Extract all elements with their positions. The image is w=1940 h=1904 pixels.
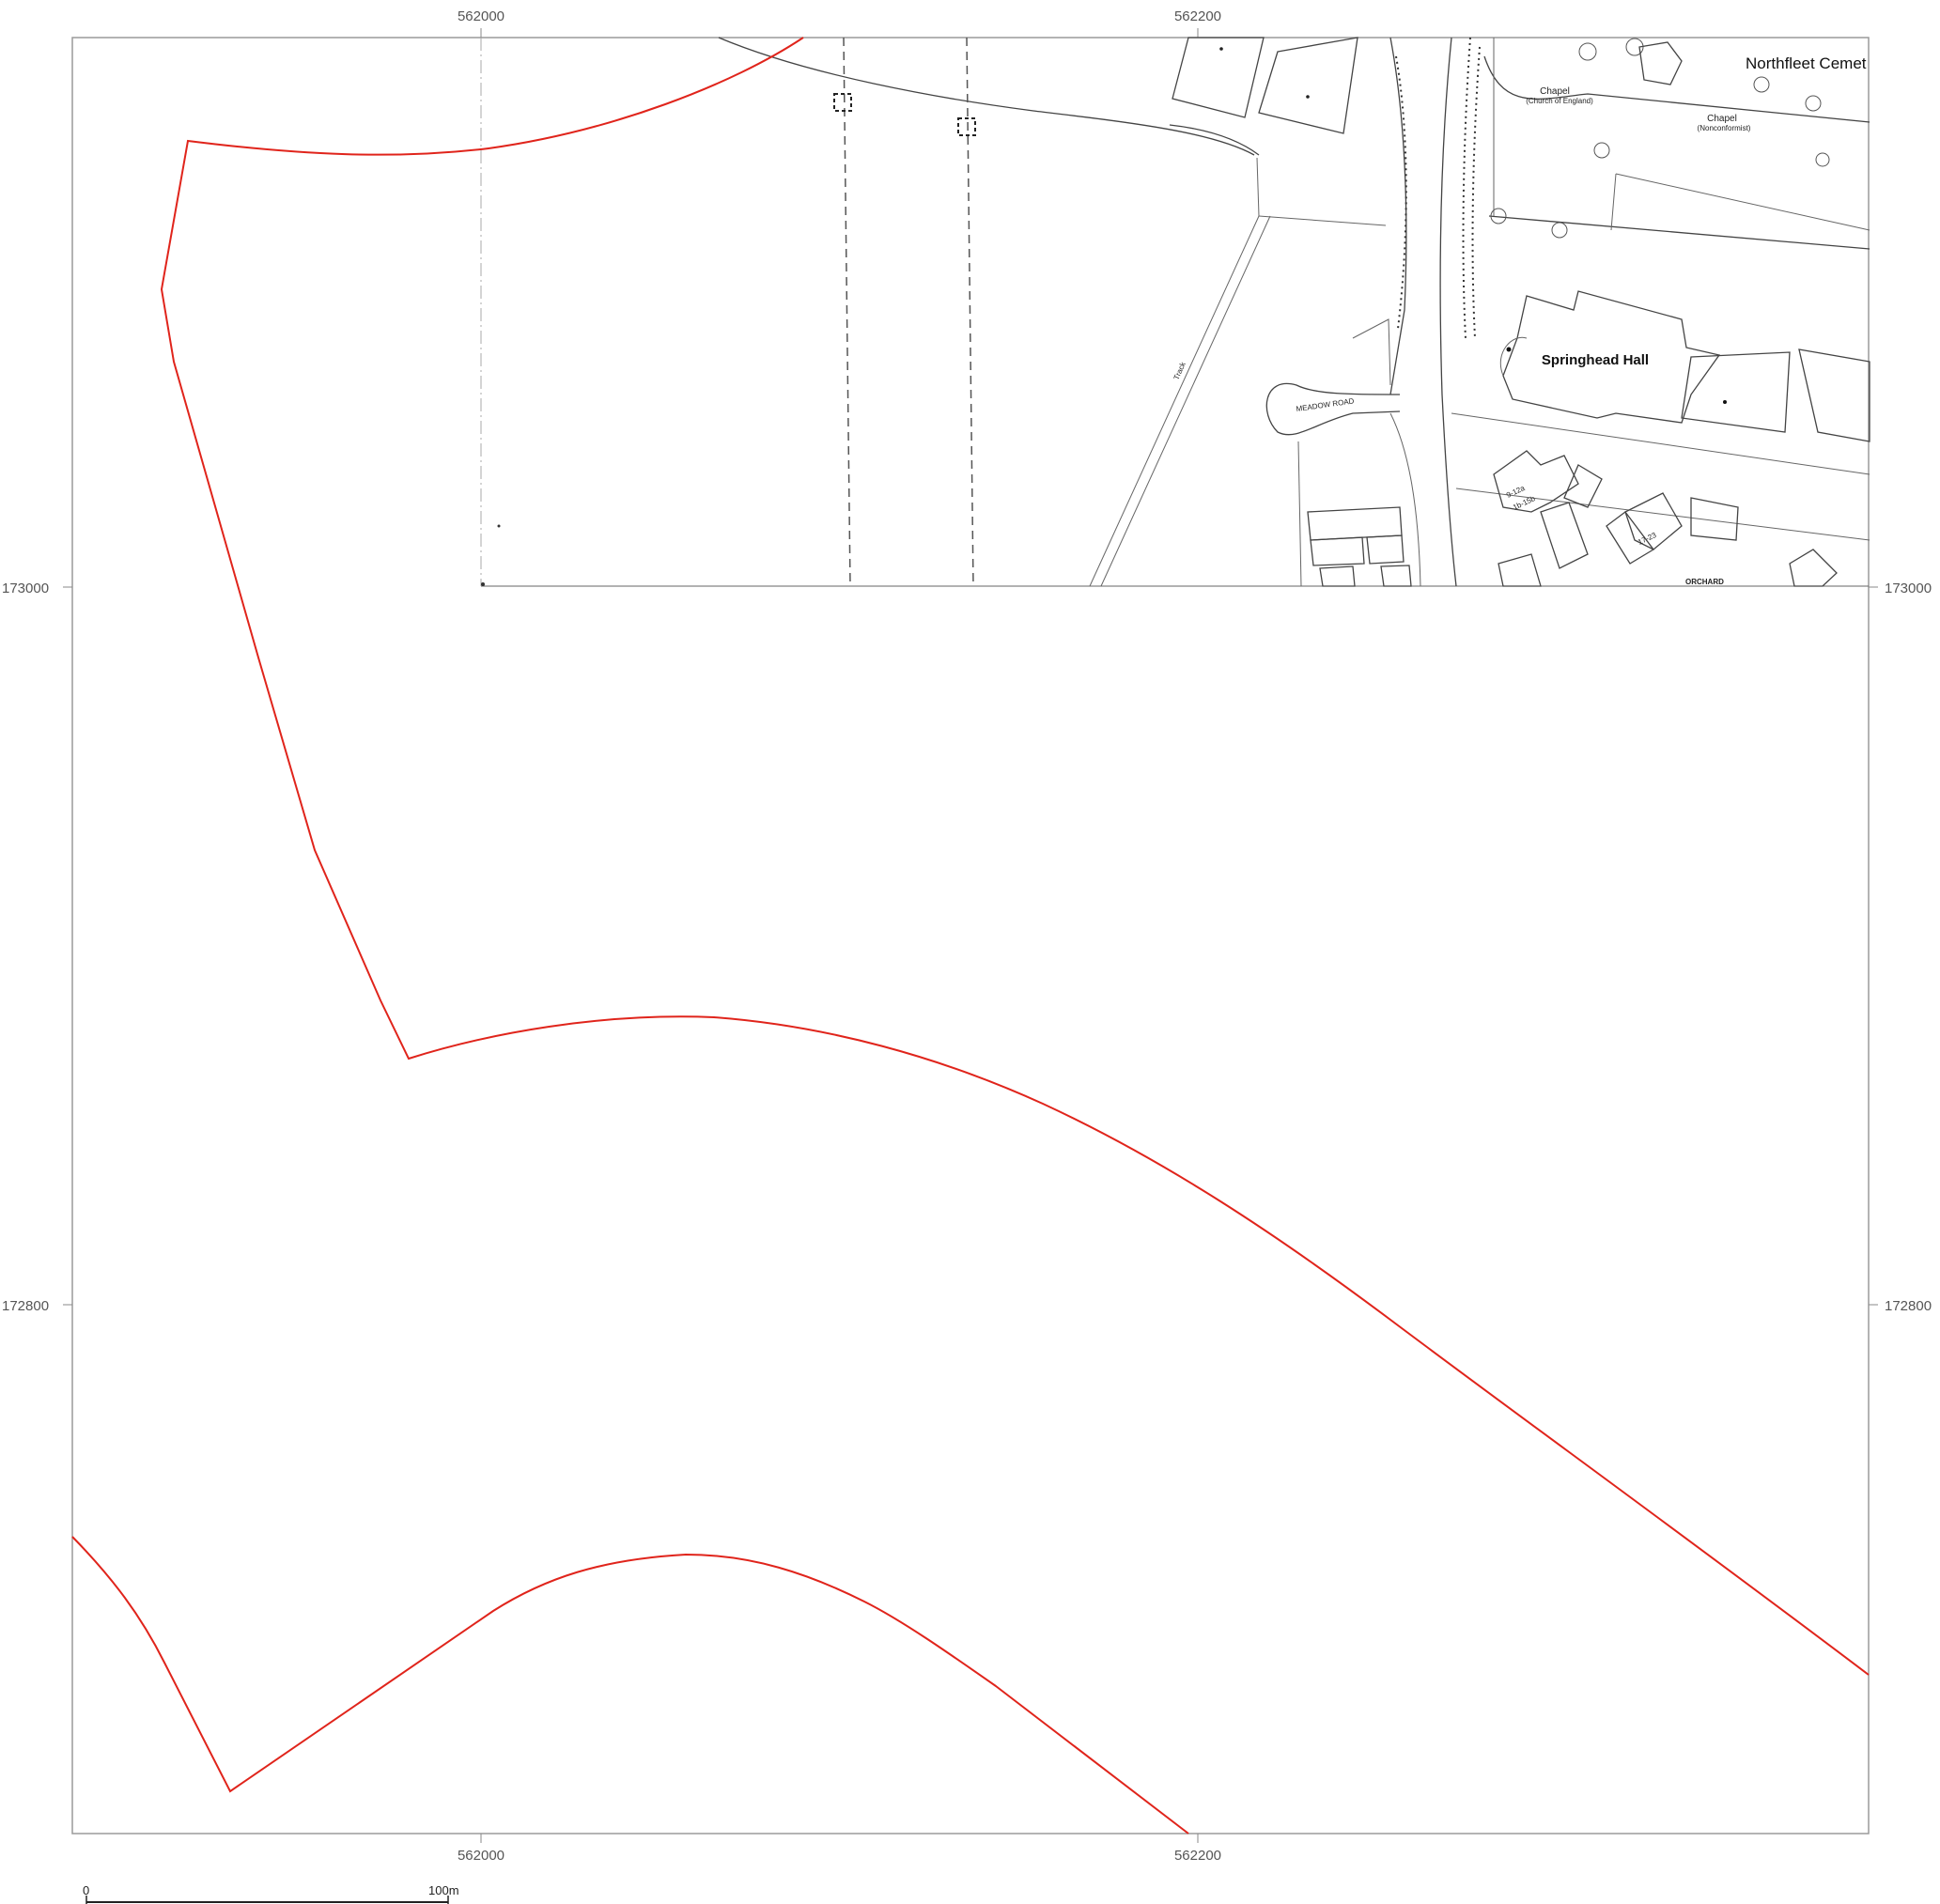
chapel-nc-label: Chapel (1707, 114, 1737, 124)
curved-road-edge (718, 37, 1255, 156)
chapel-building (1638, 41, 1683, 85)
plot-1 (1172, 37, 1265, 118)
northing-label-left-2: 172800 (2, 1298, 49, 1314)
springhead-hall-label: Springhead Hall (1542, 352, 1649, 368)
cemetery-path-3 (1610, 173, 1617, 231)
meadow-road (1265, 382, 1401, 436)
field-lane-2 (1256, 157, 1260, 217)
scale-bar-start-label: 0 (83, 1883, 89, 1897)
site-boundary-south-edge (71, 1536, 1189, 1834)
site-boundary-north-edge (160, 37, 1870, 1676)
northing-label-left-1: 173000 (2, 580, 49, 596)
east-building (1798, 348, 1870, 442)
field-lane-3 (1352, 318, 1391, 386)
plot-2 (1258, 37, 1358, 134)
housing-blocks (1493, 450, 1838, 587)
pylon-2 (957, 117, 976, 136)
easting-label-top-2: 562200 (1174, 8, 1221, 24)
scale-bar: 0 100m (83, 1883, 459, 1904)
chapel-ce-label: Chapel (1540, 86, 1570, 97)
cemetery-wall (1488, 215, 1870, 250)
hall-drive-2 (1455, 488, 1870, 541)
hall-bay (1499, 336, 1528, 377)
cemetery-label: Northfleet Cemet (1746, 54, 1867, 72)
field-boundary-2 (966, 37, 974, 587)
easting-label-bottom-1: 562000 (458, 1848, 504, 1864)
hall-drive (1451, 412, 1870, 475)
cemetery-path-2 (1615, 173, 1870, 231)
road-hedge-west (1395, 55, 1407, 330)
northing-label-right-2: 172800 (1885, 1298, 1932, 1314)
springhead-hall-annex (1681, 351, 1791, 433)
meadow-road-spur (1297, 441, 1302, 587)
field-lane (1258, 215, 1387, 226)
road-junction-edge (1389, 412, 1421, 587)
easting-label-bottom-2: 562200 (1174, 1848, 1221, 1864)
site-boundary (71, 37, 1870, 1834)
spot-dot (497, 524, 501, 528)
scale-bar-end-label: 100m (428, 1883, 459, 1897)
curved-road-edge-2 (1169, 124, 1260, 156)
road-hedge-east-2 (1471, 46, 1481, 339)
chapel-nc-sublabel: (Nonconformist) (1698, 124, 1751, 132)
track-edge-2 (1100, 215, 1271, 587)
orchard-label: ORCHARD (1685, 578, 1724, 586)
cemetery-path-1 (1483, 55, 1870, 123)
track-edge-1 (1089, 215, 1260, 587)
main-road-west (1389, 37, 1407, 395)
cemetery-trees (1490, 38, 1830, 239)
northing-label-right-1: 173000 (1885, 580, 1932, 596)
springhead-hall-building (1502, 290, 1721, 424)
field-boundary-1 (843, 37, 851, 587)
easting-label-top-1: 562000 (458, 8, 504, 24)
main-road-east (1439, 37, 1457, 587)
chapel-ce-sublabel: (Church of England) (1526, 97, 1593, 105)
grid-ticks (63, 28, 1878, 1843)
pylon-1 (833, 93, 852, 112)
houses-meadow (1307, 506, 1412, 587)
os-basemap-tile: Track MEADOW ROAD (480, 37, 1870, 587)
benchmark-dot (481, 582, 485, 586)
